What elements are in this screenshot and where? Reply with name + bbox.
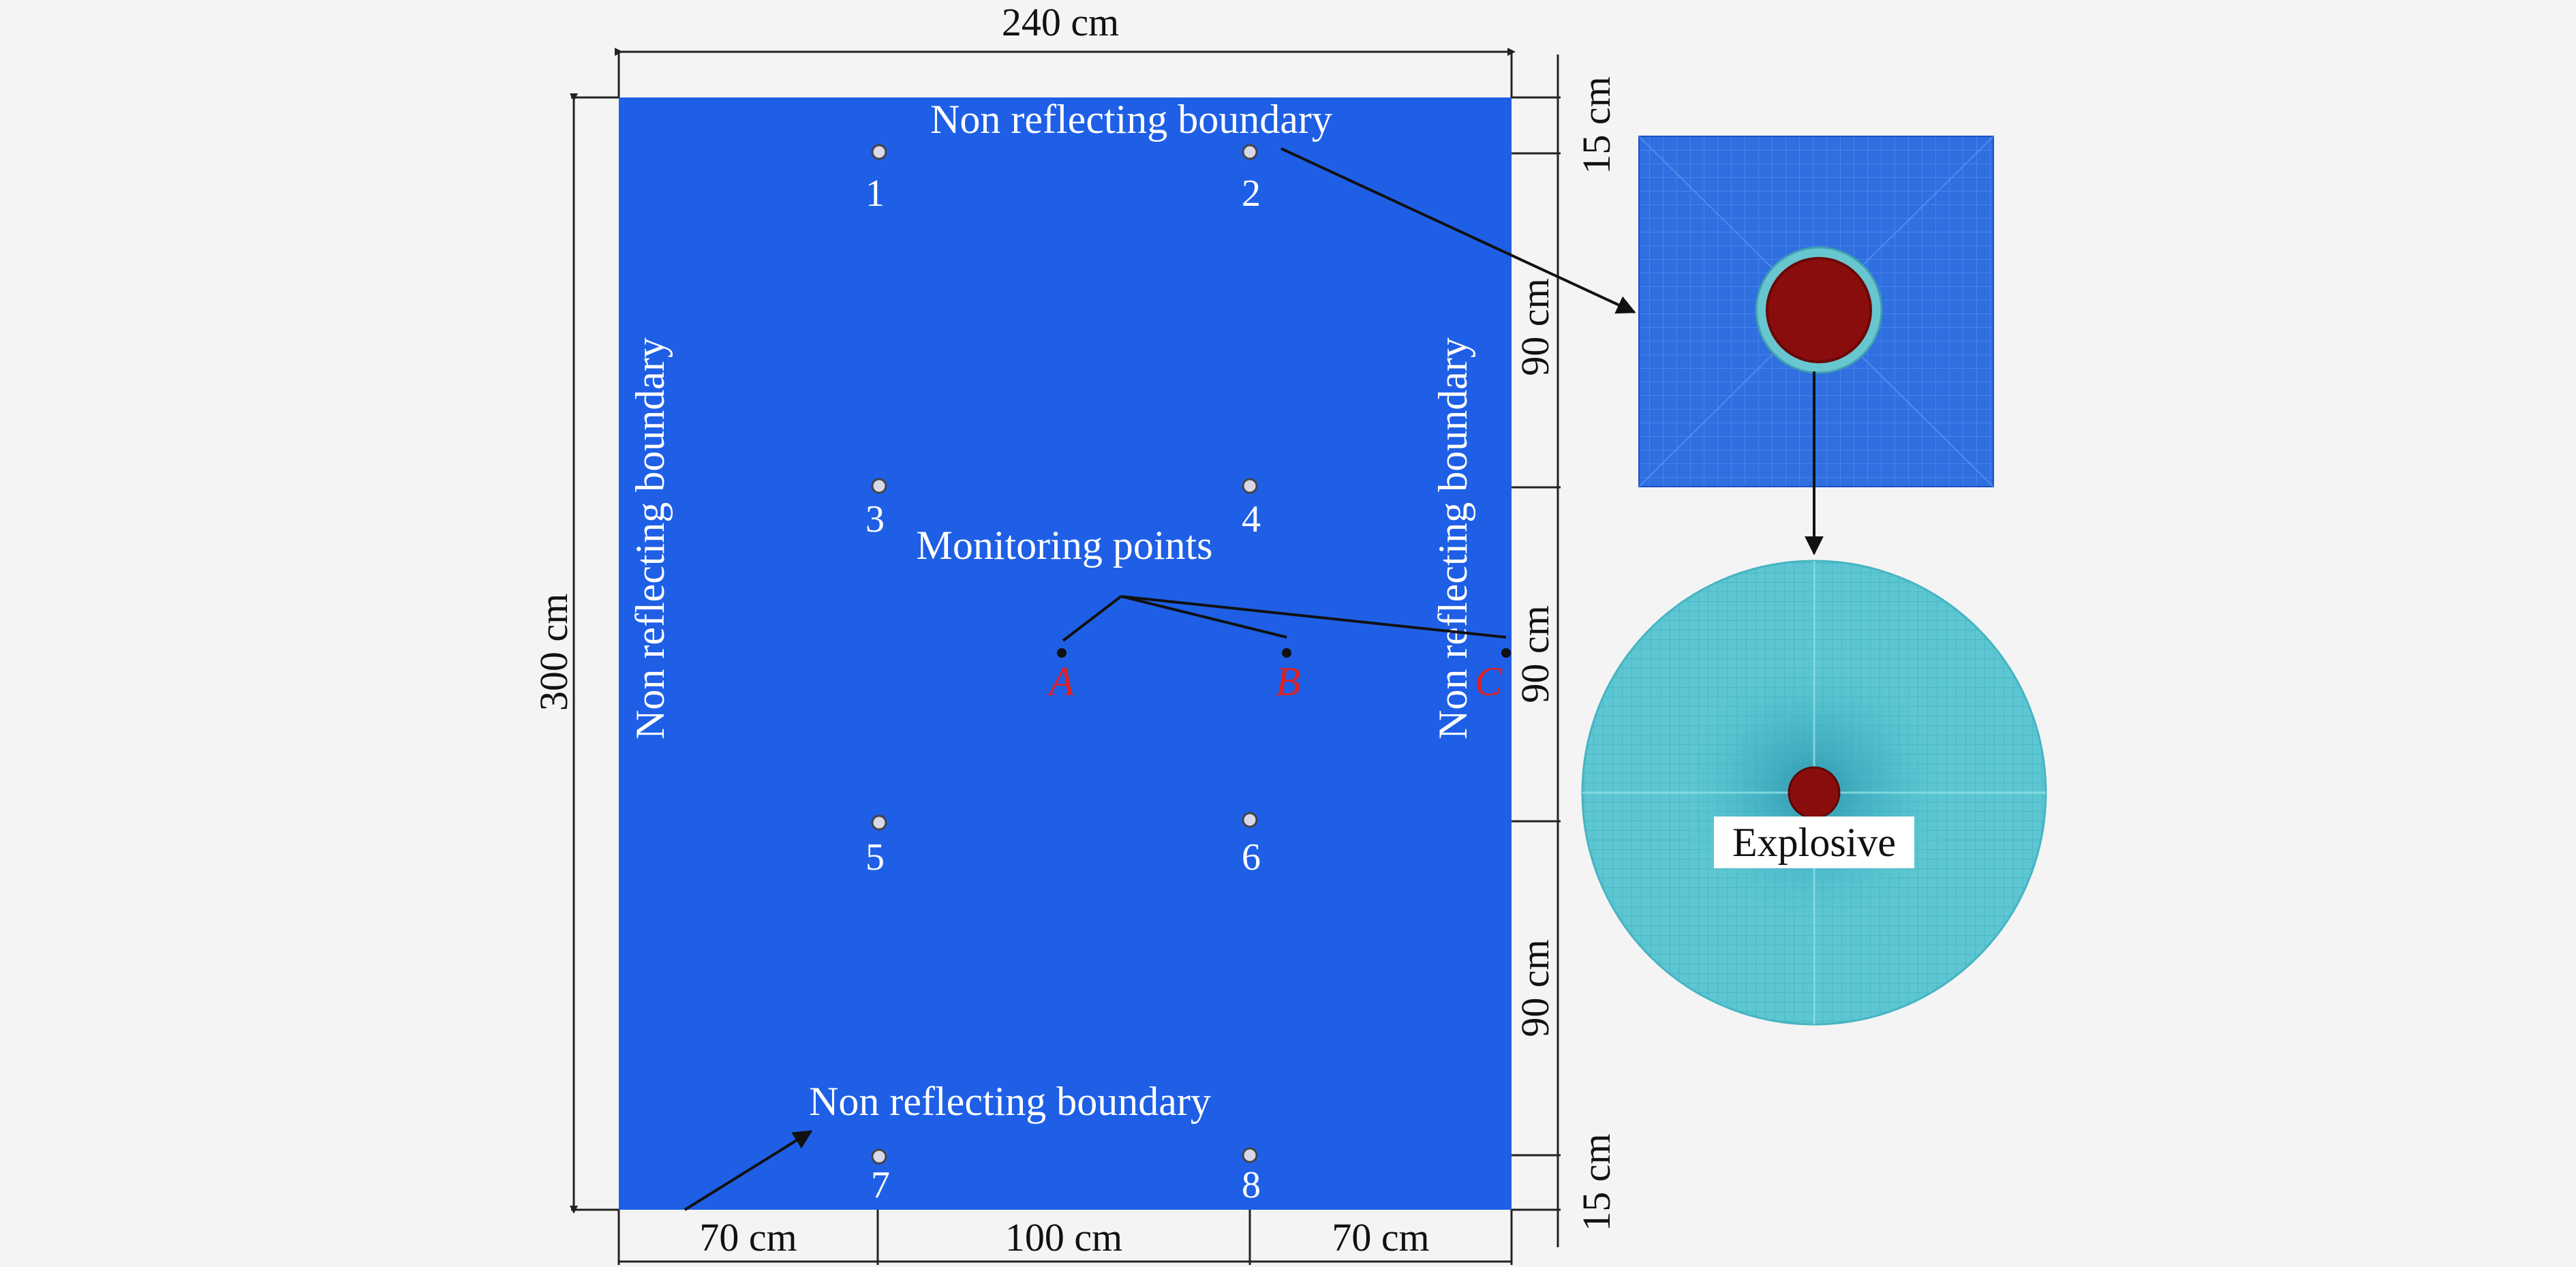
monitoring-point-a-label: A bbox=[1047, 659, 1075, 704]
charge-7-label: 7 bbox=[871, 1164, 890, 1206]
explosive-label-box: Explosive bbox=[1714, 816, 1914, 868]
dimension-row1-label: 90 cm bbox=[1513, 278, 1557, 376]
boundary-bottom-label: Non reflecting boundary bbox=[809, 1079, 1211, 1124]
dimension-left-margin-label: 70 cm bbox=[699, 1215, 797, 1260]
charge-6: 6 bbox=[1242, 812, 1261, 879]
mesh-detail-circle bbox=[1581, 560, 2047, 1026]
monitoring-points-title: Monitoring points bbox=[916, 523, 1212, 568]
monitoring-leaders bbox=[1062, 595, 1507, 642]
dimension-middle-span-label: 100 cm bbox=[1005, 1215, 1122, 1260]
bottom-boundary-arrow bbox=[684, 1130, 813, 1211]
charge-4: 4 bbox=[1242, 478, 1261, 540]
dimension-height bbox=[570, 93, 619, 1214]
boundary-right-label: Non reflecting boundary bbox=[1430, 337, 1475, 739]
dimension-row3-label: 90 cm bbox=[1513, 939, 1557, 1037]
charge-2-label: 2 bbox=[1242, 172, 1261, 215]
boundary-left-label: Non reflecting boundary bbox=[628, 337, 673, 739]
dimension-right bbox=[1512, 55, 1561, 1247]
dimension-bottom-offset-label: 15 cm bbox=[1574, 1133, 1619, 1231]
charge-6-label: 6 bbox=[1242, 836, 1261, 879]
charge-5-label: 5 bbox=[865, 836, 885, 879]
charge-2: 2 bbox=[1242, 144, 1261, 215]
monitoring-point-c-label: C bbox=[1475, 659, 1503, 704]
charge-3-label: 3 bbox=[865, 498, 885, 540]
monitoring-point-a: A bbox=[1047, 648, 1075, 704]
charge-4-label: 4 bbox=[1242, 498, 1261, 540]
charge-7: 7 bbox=[871, 1148, 890, 1206]
dimension-bottom bbox=[617, 1210, 1513, 1265]
charge-8: 8 bbox=[1242, 1147, 1261, 1206]
dimension-width-label: 240 cm bbox=[1002, 0, 1119, 44]
monitoring-point-b: B bbox=[1276, 648, 1301, 704]
monitoring-point-c: C bbox=[1475, 648, 1511, 704]
dimension-row2-label: 90 cm bbox=[1513, 605, 1557, 703]
dimension-height-label: 300 cm bbox=[532, 594, 576, 711]
monitoring-point-b-label: B bbox=[1276, 659, 1301, 704]
charge-1-label: 1 bbox=[865, 172, 885, 215]
detail-arrow bbox=[1281, 147, 1636, 314]
dimension-width bbox=[615, 48, 1516, 97]
charge-1: 1 bbox=[865, 144, 887, 215]
charge-3: 3 bbox=[865, 478, 887, 540]
explosive-label: Explosive bbox=[1732, 820, 1896, 865]
dimension-right-margin-label: 70 cm bbox=[1332, 1215, 1429, 1260]
dimension-top-offset-label: 15 cm bbox=[1574, 76, 1619, 174]
charge-5: 5 bbox=[865, 814, 887, 879]
charge-8-label: 8 bbox=[1242, 1164, 1261, 1206]
mesh-detail-square bbox=[1638, 136, 1994, 487]
boundary-top-label: Non reflecting boundary bbox=[930, 97, 1332, 142]
